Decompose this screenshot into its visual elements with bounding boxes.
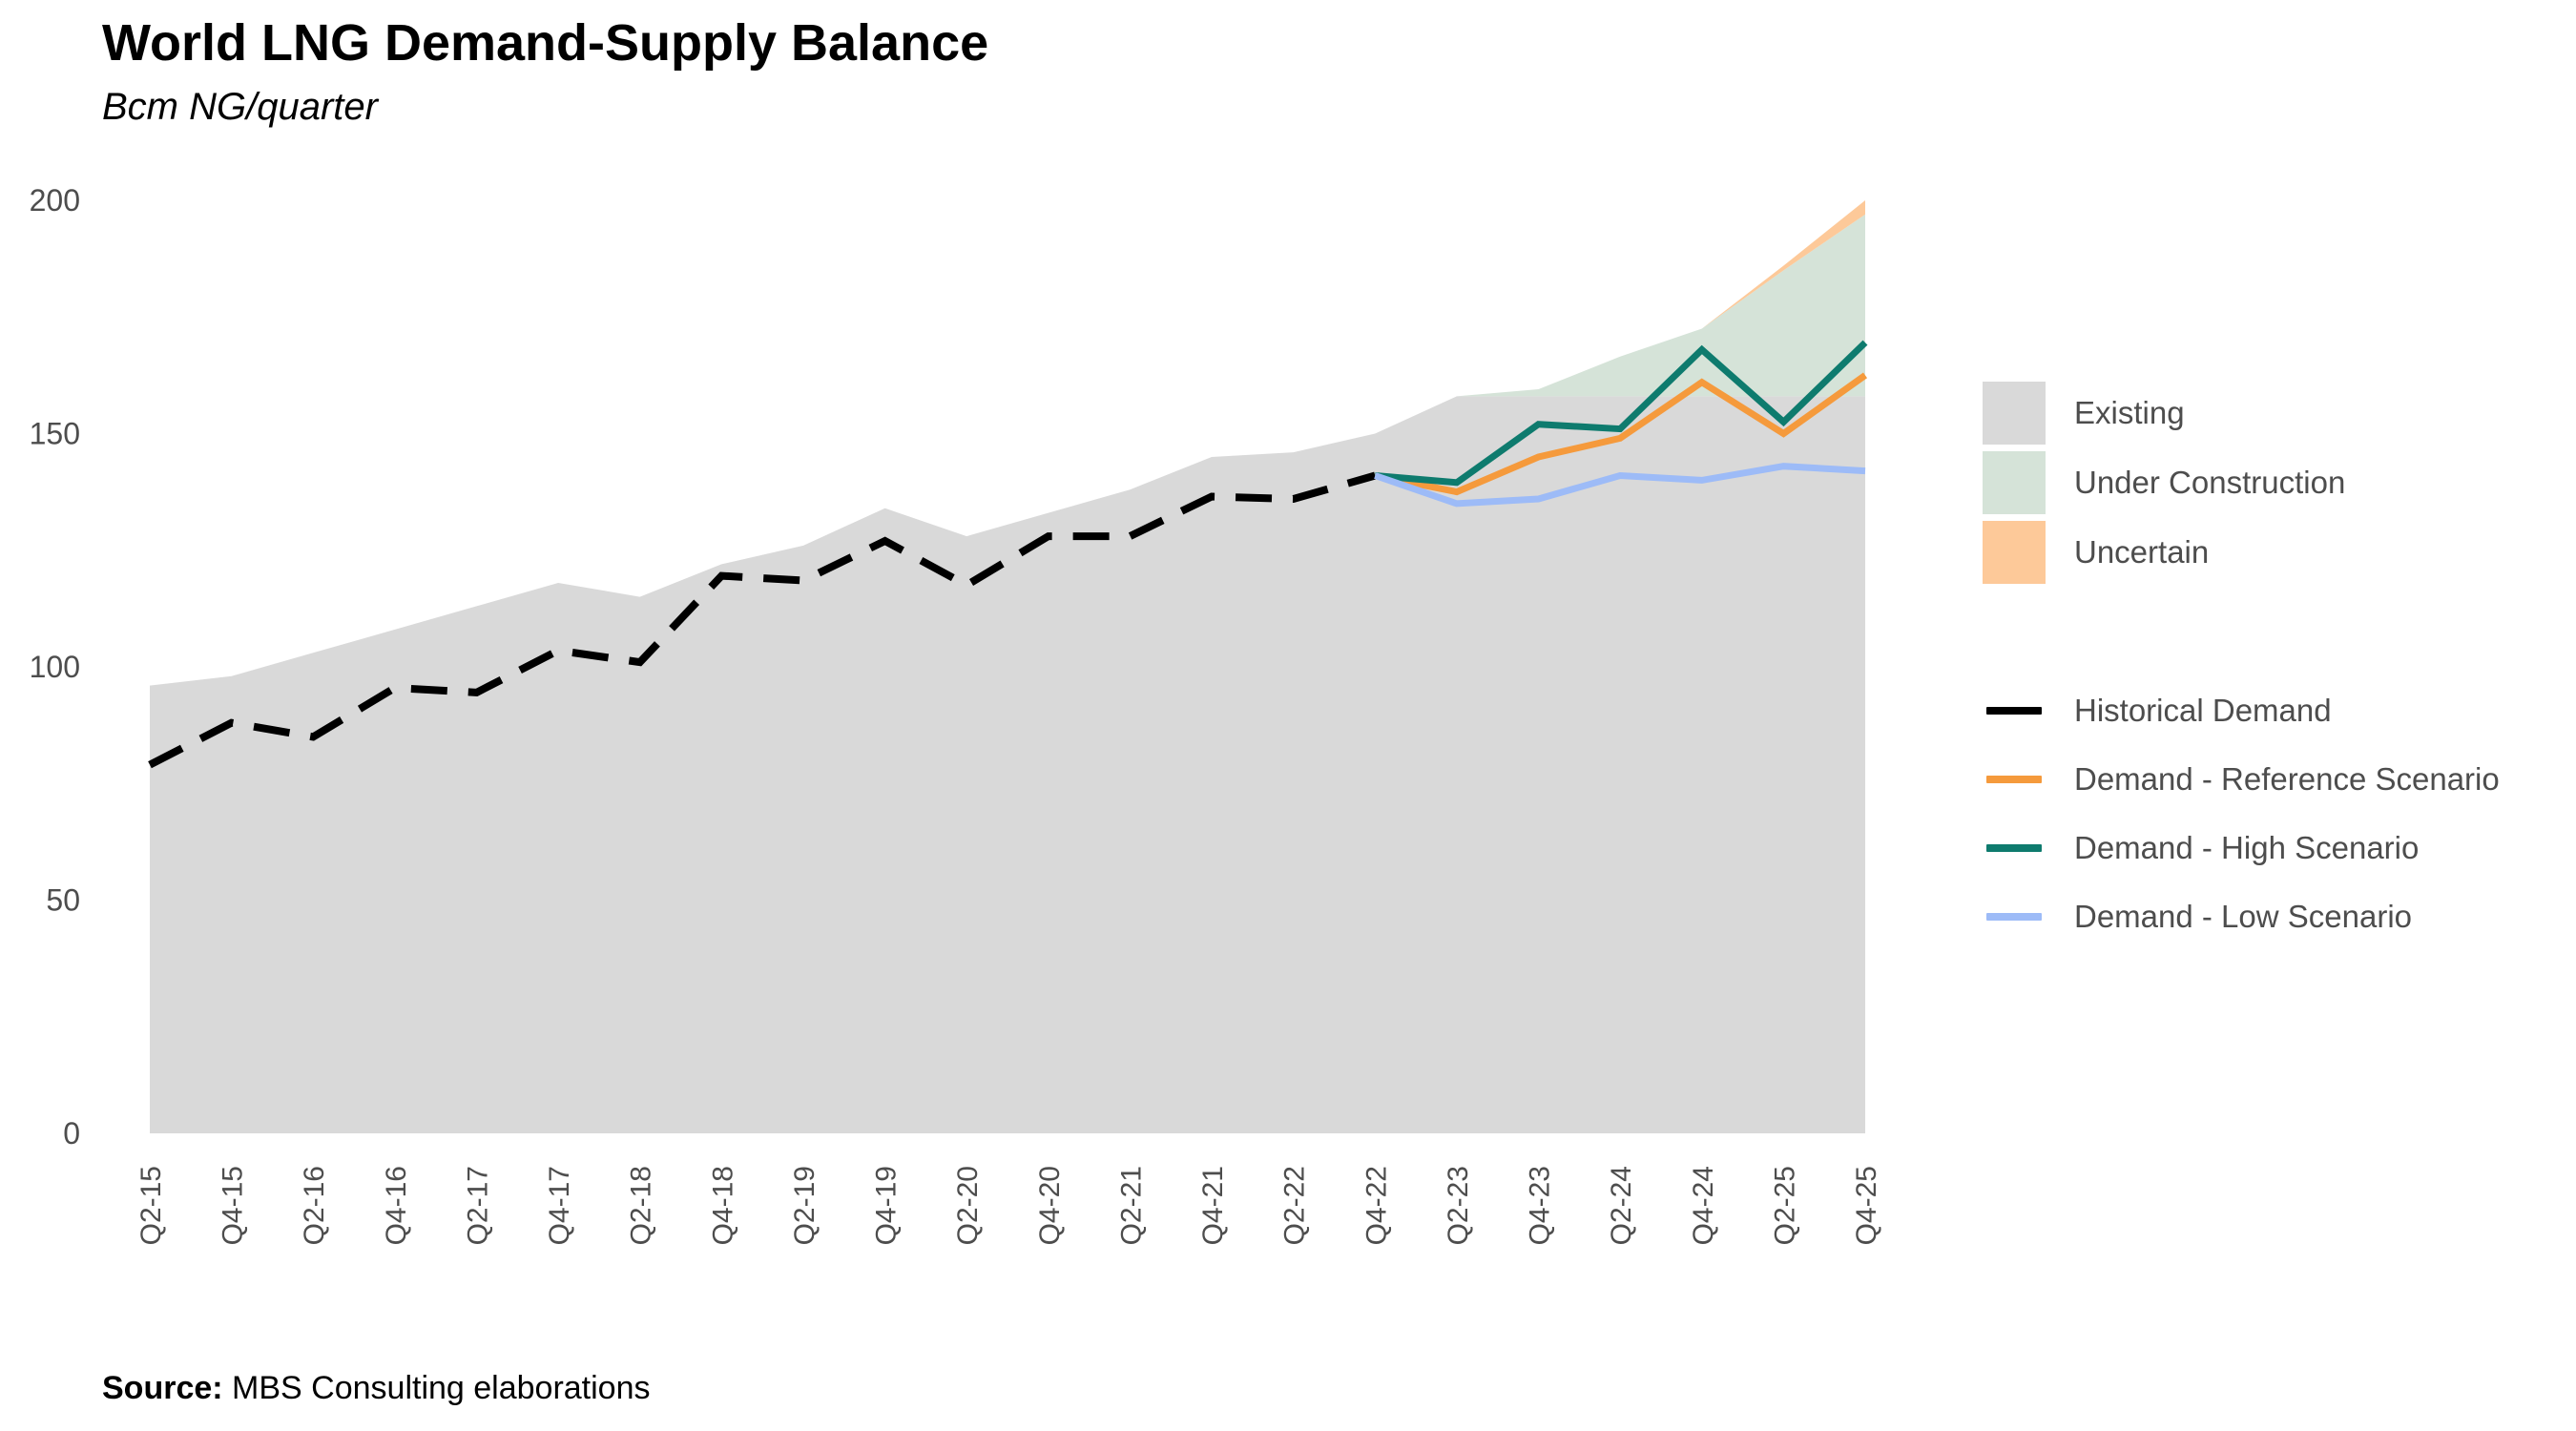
y-tick-label: 100 xyxy=(30,650,80,684)
x-tick-label: Q4-22 xyxy=(1361,1166,1392,1245)
y-tick-label: 150 xyxy=(30,417,80,451)
area-existing xyxy=(150,396,1865,1133)
x-tick-label: Q4-21 xyxy=(1197,1166,1229,1245)
legend-swatch-existing xyxy=(1983,382,2046,445)
legend-item-reference-scenario[interactable]: Demand - Reference Scenario xyxy=(1983,748,2574,811)
legend-item-low-scenario[interactable]: Demand - Low Scenario xyxy=(1983,885,2574,948)
x-tick-label: Q2-15 xyxy=(135,1166,167,1245)
x-tick-label: Q4-15 xyxy=(218,1166,249,1245)
x-tick-label: Q2-16 xyxy=(299,1166,330,1245)
x-tick-label: Q2-25 xyxy=(1769,1166,1800,1245)
x-tick-label: Q4-23 xyxy=(1525,1166,1556,1245)
x-tick-label: Q2-20 xyxy=(952,1166,984,1245)
x-axis: Q2-15 Q4-15 Q2-16 Q4-16 Q2-17 Q4-17 Q2-18 Q4-18… xyxy=(135,1166,1882,1245)
y-tick-label: 0 xyxy=(63,1116,80,1151)
source-note: Source: MBS Consulting elaborations xyxy=(102,1370,651,1407)
source-label: Source: xyxy=(102,1370,223,1406)
legend-item-high-scenario[interactable]: Demand - High Scenario xyxy=(1983,817,2574,880)
x-tick-label: Q2-22 xyxy=(1279,1166,1311,1245)
x-tick-label: Q2-21 xyxy=(1115,1166,1147,1245)
x-tick-label: Q4-19 xyxy=(871,1166,903,1245)
line-layer xyxy=(148,340,1868,769)
legend-swatch-uncertain xyxy=(1983,521,2046,584)
legend-label-historical-demand: Historical Demand xyxy=(2074,693,2332,728)
x-tick-label: Q4-16 xyxy=(381,1166,412,1245)
x-tick-label: Q4-17 xyxy=(544,1166,575,1245)
chart-title: World LNG Demand-Supply Balance xyxy=(102,14,989,72)
legend-item-historical-demand[interactable]: Historical Demand xyxy=(1983,679,2574,742)
legend-label-under-construction: Under Construction xyxy=(2074,465,2346,500)
legend-line-reference-scenario xyxy=(1986,776,2042,783)
series-line-demand-high-scenario xyxy=(1375,340,1868,487)
x-tick-label: Q4-20 xyxy=(1034,1166,1066,1245)
legend-line-low-scenario xyxy=(1986,913,2042,921)
x-tick-label: Q2-18 xyxy=(626,1166,657,1245)
legend-label-reference-scenario: Demand - Reference Scenario xyxy=(2074,761,2500,797)
legend-label-low-scenario: Demand - Low Scenario xyxy=(2074,899,2413,934)
x-tick-label: Q4-18 xyxy=(707,1166,738,1245)
legend-label-existing: Existing xyxy=(2074,395,2185,430)
legend-item-existing[interactable]: Existing xyxy=(1983,382,2574,445)
x-tick-label: Q2-24 xyxy=(1606,1166,1637,1245)
y-axis: 0 50 100 150 200 xyxy=(30,183,80,1151)
x-tick-label: Q2-19 xyxy=(789,1166,821,1245)
legend-line-high-scenario xyxy=(1986,844,2042,852)
legend-item-under-construction[interactable]: Under Construction xyxy=(1983,451,2574,514)
legend-item-uncertain[interactable]: Uncertain xyxy=(1983,521,2574,584)
source-text: MBS Consulting elaborations xyxy=(222,1370,651,1406)
x-tick-label: Q4-25 xyxy=(1851,1166,1882,1245)
y-tick-label: 50 xyxy=(46,883,80,918)
x-tick-label: Q2-17 xyxy=(462,1166,493,1245)
x-tick-label: Q4-24 xyxy=(1688,1166,1719,1245)
series-line-demand-reference-scenario xyxy=(1374,372,1868,496)
legend-label-uncertain: Uncertain xyxy=(2074,534,2210,570)
x-tick-label: Q2-23 xyxy=(1443,1166,1474,1245)
legend-label-high-scenario: Demand - High Scenario xyxy=(2074,830,2420,865)
area-layer xyxy=(150,200,1865,1133)
legend-swatch-under-construction xyxy=(1983,451,2046,514)
legend-line-historical-demand xyxy=(1986,707,2042,715)
series-line-demand-low-scenario xyxy=(1374,463,1866,508)
chart-subtitle: Bcm NG/quarter xyxy=(102,86,378,128)
y-tick-label: 200 xyxy=(30,183,80,218)
